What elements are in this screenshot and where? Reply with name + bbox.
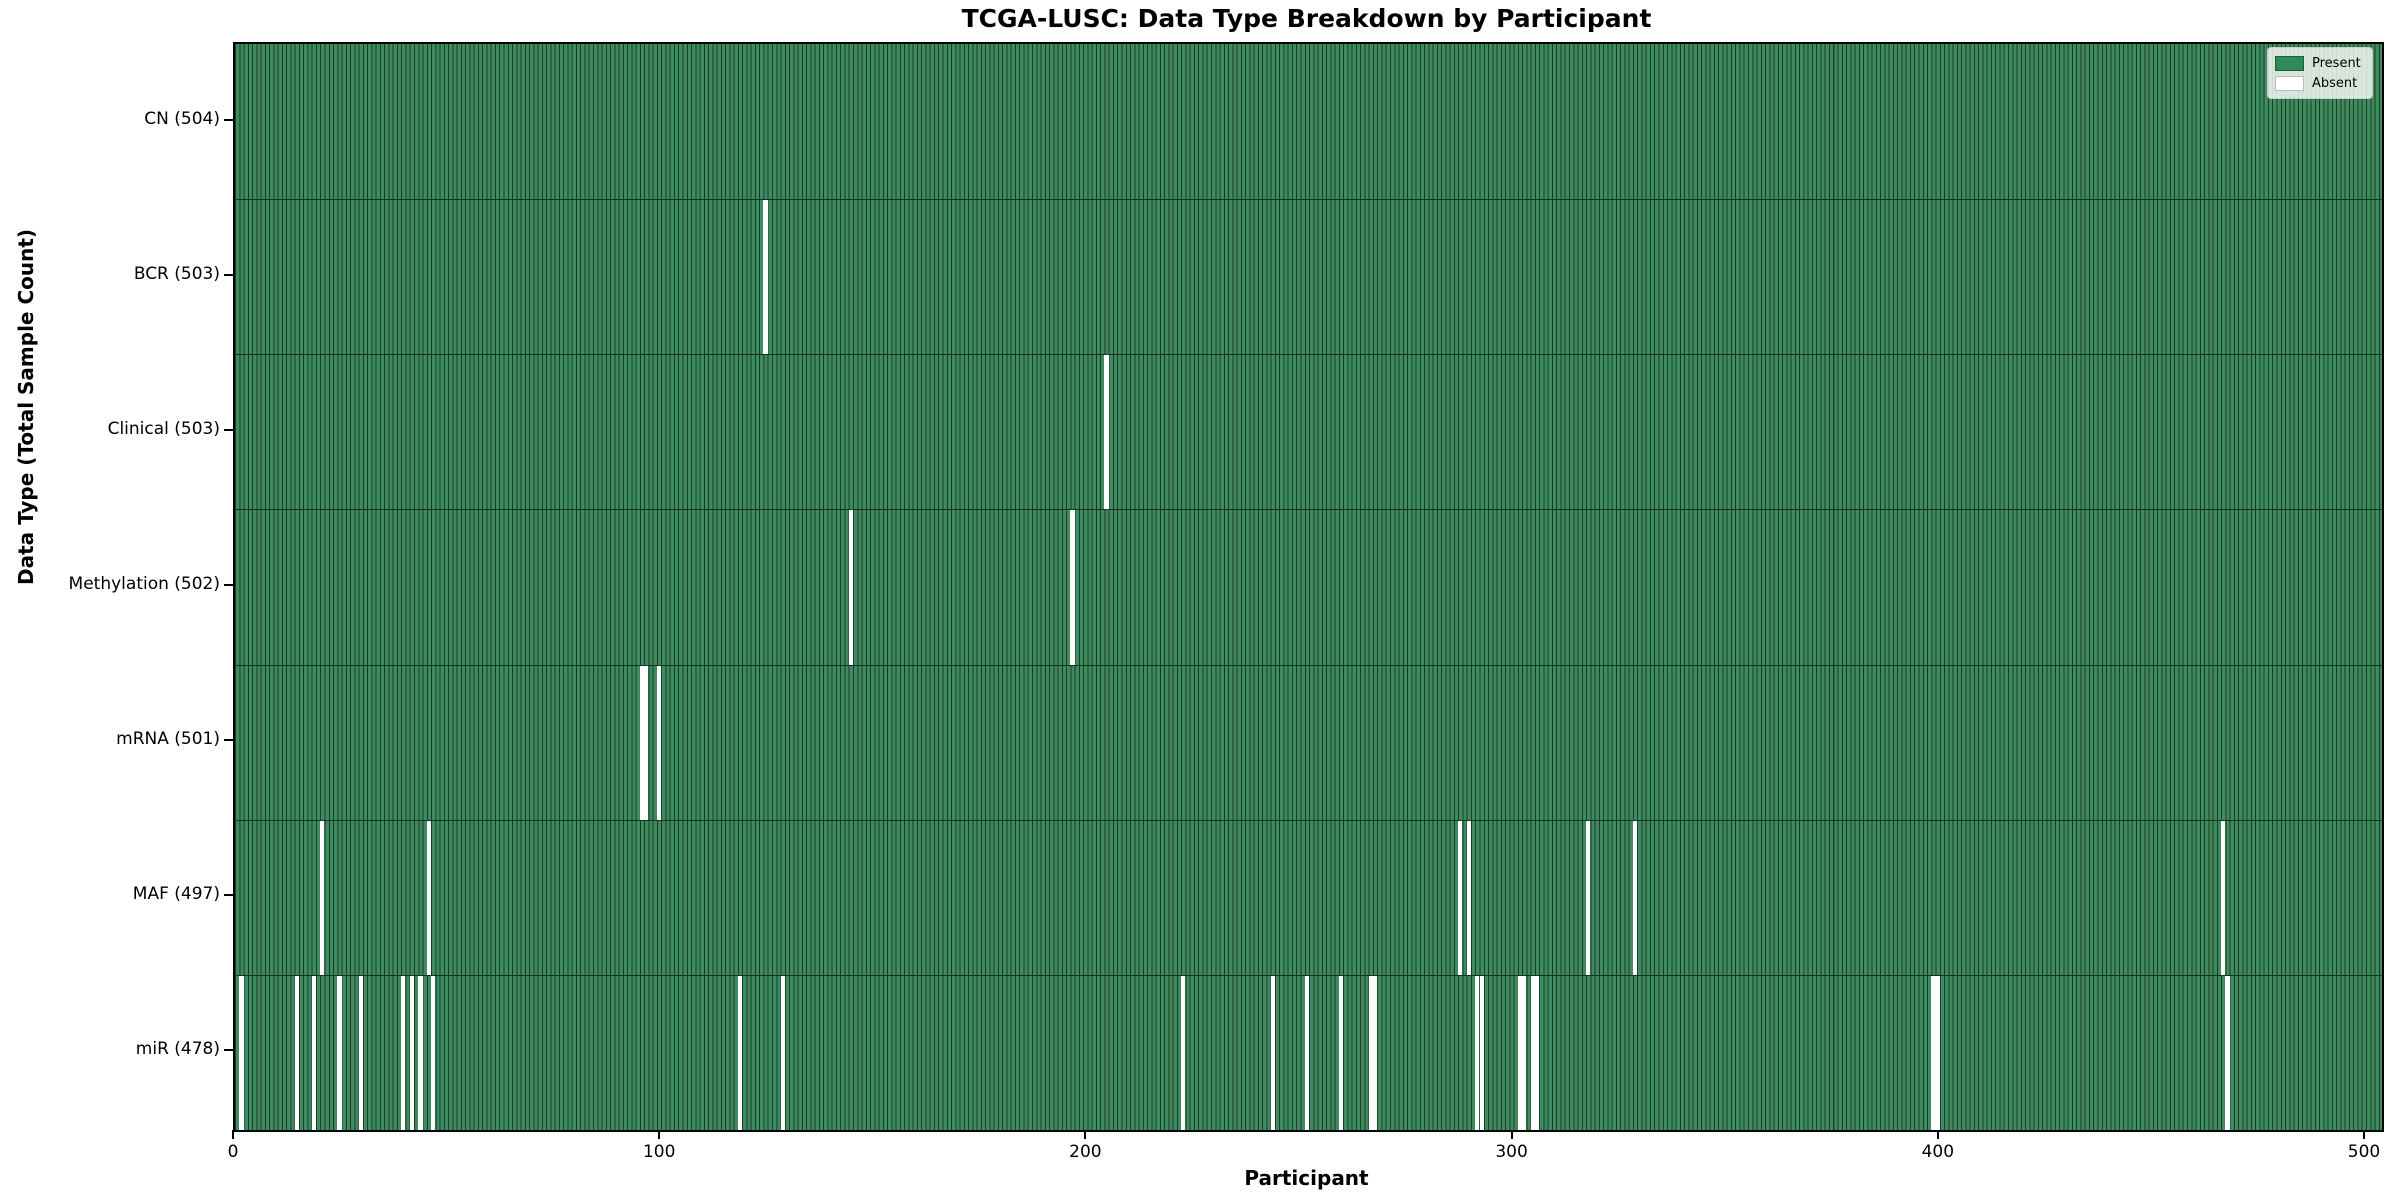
absent-stripe xyxy=(1475,975,1480,1130)
y-tick-label: BCR (503) xyxy=(133,263,220,284)
absent-stripe xyxy=(426,820,432,975)
x-tick xyxy=(1936,1130,1939,1139)
absent-stripe xyxy=(1479,975,1484,1130)
absent-stripe xyxy=(239,975,244,1130)
absent-stripe xyxy=(1372,975,1378,1130)
heatmap-row-BCR xyxy=(235,199,2382,355)
y-tick xyxy=(224,584,233,586)
absent-stripe xyxy=(2221,820,2226,975)
heatmap-row-MAF xyxy=(235,819,2382,975)
x-tick-label: 0 xyxy=(227,1142,239,1162)
y-tick xyxy=(224,428,233,431)
absent-stripe xyxy=(1534,975,1540,1130)
heatmap-row-CN xyxy=(235,44,2382,200)
absent-stripe xyxy=(1304,975,1309,1130)
y-tick xyxy=(224,273,233,276)
y-tick-label: Methylation (502) xyxy=(68,574,220,594)
absent-stripe xyxy=(656,665,662,820)
absent-stripe xyxy=(1935,975,1940,1130)
absent-stripe xyxy=(409,975,414,1130)
absent-stripe xyxy=(401,975,406,1130)
absent-stripe xyxy=(848,510,853,665)
absent-stripe xyxy=(1466,820,1471,975)
absent-stripe xyxy=(1368,975,1373,1130)
x-axis-label: Participant xyxy=(1244,1166,1369,1190)
legend-absent-label: Absent xyxy=(2312,75,2358,91)
absent-stripe xyxy=(639,665,645,820)
heatmap-row-Clinical xyxy=(235,354,2382,510)
absent-stripe xyxy=(763,200,768,355)
y-tick-label: miR (478) xyxy=(135,1039,220,1060)
plot-area xyxy=(233,42,2384,1132)
absent-stripe xyxy=(431,975,436,1130)
absent-stripe xyxy=(294,975,299,1130)
absent-stripe xyxy=(418,975,423,1130)
legend-present-label: Present xyxy=(2312,55,2361,71)
absent-stripe xyxy=(1586,820,1591,975)
heatmap-row-Methylation xyxy=(235,509,2382,665)
y-tick xyxy=(224,1049,233,1052)
absent-stripe xyxy=(2225,975,2230,1130)
absent-stripe xyxy=(1530,975,1535,1130)
absent-stripe xyxy=(1070,510,1075,665)
heatmap-row-mRNA xyxy=(235,664,2382,820)
chart-title: TCGA-LUSC: Data Type Breakdown by Partic… xyxy=(961,4,1652,33)
y-tick-label: mRNA (501) xyxy=(116,729,220,750)
absent-stripe xyxy=(1517,975,1523,1130)
x-tick-label: 500 xyxy=(2347,1142,2381,1162)
x-tick xyxy=(1084,1130,1087,1139)
absent-stripe xyxy=(1458,820,1463,975)
absent-stripe xyxy=(737,975,743,1130)
absent-stripe xyxy=(1270,975,1275,1130)
absent-stripe xyxy=(1522,975,1527,1130)
legend-entry-absent: Absent xyxy=(2275,73,2364,93)
absent-stripe xyxy=(320,820,325,975)
x-tick-label: 100 xyxy=(642,1142,676,1162)
y-tick-label: MAF (497) xyxy=(132,884,220,905)
absent-stripe xyxy=(1931,975,1936,1130)
absent-stripe xyxy=(780,975,785,1130)
x-tick xyxy=(2363,1130,2365,1139)
absent-stripe xyxy=(644,665,649,820)
absent-stripe xyxy=(1104,355,1109,510)
y-tick xyxy=(224,118,233,121)
y-tick xyxy=(224,739,233,742)
heatmap-row-miR xyxy=(235,974,2382,1130)
x-tick xyxy=(1510,1130,1513,1139)
y-tick-label: Clinical (503) xyxy=(107,418,220,439)
x-tick-label: 200 xyxy=(1069,1142,1102,1162)
absent-stripe xyxy=(1181,975,1186,1130)
x-tick-label: 300 xyxy=(1495,1142,1528,1162)
absent-stripe xyxy=(337,975,342,1130)
absent-stripe xyxy=(358,975,363,1130)
x-tick xyxy=(232,1130,234,1139)
legend-present-swatch xyxy=(2275,55,2304,71)
absent-stripe xyxy=(1632,820,1638,975)
x-tick xyxy=(658,1130,661,1139)
legend-absent-swatch xyxy=(2275,75,2304,91)
absent-stripe xyxy=(1338,975,1344,1130)
y-tick-label: CN (504) xyxy=(144,108,220,129)
legend: Present Absent xyxy=(2267,47,2373,99)
x-tick-label: 400 xyxy=(1921,1142,1955,1162)
absent-stripe xyxy=(311,975,316,1130)
y-tick xyxy=(224,894,233,897)
legend-entry-present: Present xyxy=(2275,53,2364,73)
